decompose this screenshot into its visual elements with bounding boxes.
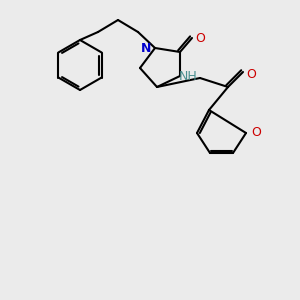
Text: O: O (195, 32, 205, 44)
Text: NH: NH (178, 70, 197, 83)
Text: N: N (141, 43, 151, 56)
Text: O: O (251, 127, 261, 140)
Text: O: O (246, 68, 256, 80)
